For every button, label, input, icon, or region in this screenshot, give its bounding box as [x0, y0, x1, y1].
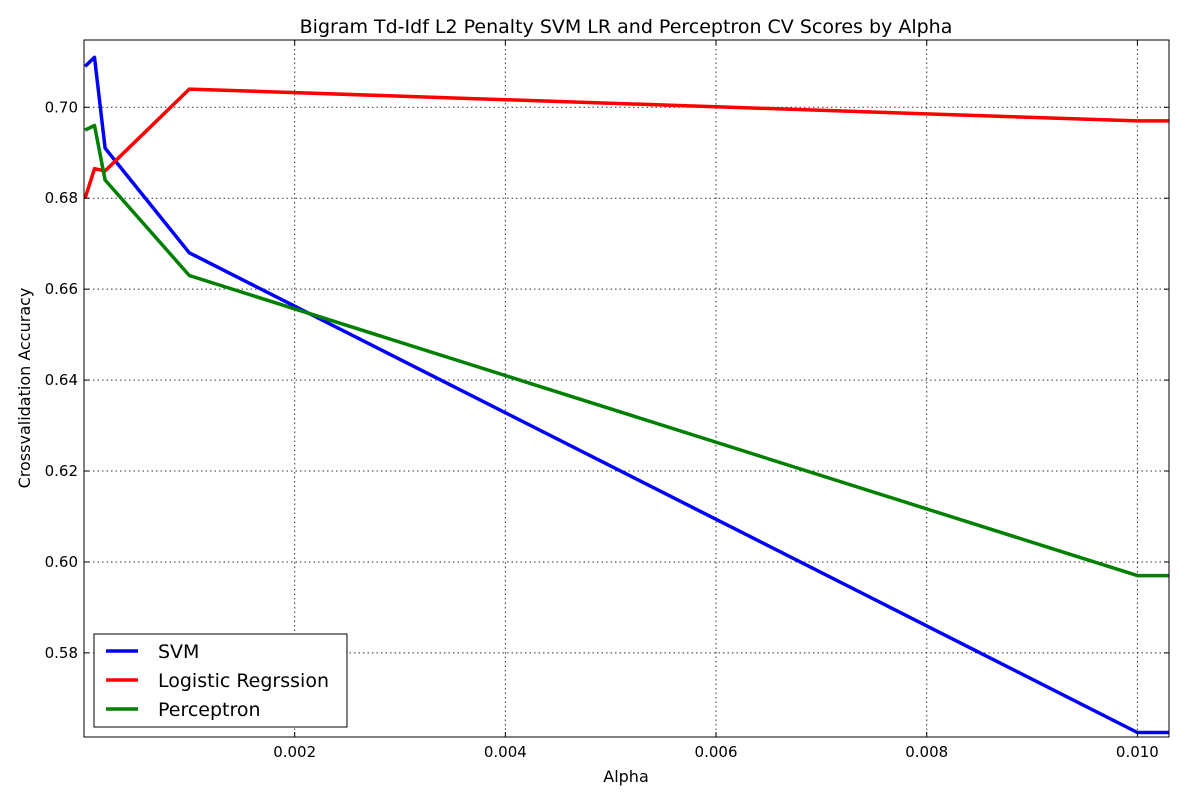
- grid-layer: [84, 40, 1169, 737]
- y-tick-label: 0.60: [45, 553, 78, 571]
- y-tick-label: 0.58: [45, 644, 78, 662]
- x-tick-label: 0.002: [273, 743, 316, 761]
- x-tick-label: 0.008: [905, 743, 948, 761]
- y-tick-label: 0.62: [45, 462, 78, 480]
- legend-label: Perceptron: [158, 699, 261, 721]
- series-line-logistic-regrssion: [83, 87, 1169, 199]
- plot-frame: [83, 39, 1170, 738]
- x-tick-label: 0.010: [1116, 743, 1159, 761]
- series-line-perceptron: [84, 123, 1169, 578]
- y-tick-label: 0.66: [45, 280, 78, 298]
- legend-label: SVM: [158, 641, 199, 663]
- x-tick-label: 0.004: [484, 743, 527, 761]
- y-tick-label: 0.68: [45, 189, 78, 207]
- y-tick-label: 0.64: [45, 371, 78, 389]
- legend: SVM Logistic Regrssion Perceptron: [93, 633, 348, 728]
- series-layer: [83, 55, 1169, 735]
- y-axis-label: Crossvalidation Accuracy: [15, 288, 34, 489]
- y-tick-label: 0.70: [45, 98, 78, 116]
- series-line-svm: [83, 55, 1169, 735]
- x-axis-label: Alpha: [603, 767, 649, 786]
- x-tick-label: 0.006: [695, 743, 738, 761]
- chart-title: Bigram Td-Idf L2 Penalty SVM LR and Perc…: [300, 16, 953, 38]
- legend-label: Logistic Regrssion: [158, 670, 329, 692]
- tick-layer: 0.002 0.004 0.006 0.008 0.010 0.58 0.60 0.62 0.6…: [45, 40, 1169, 761]
